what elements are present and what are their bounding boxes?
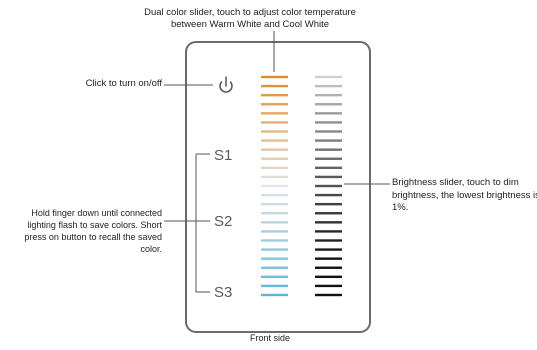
brightness-slider-segment[interactable] (315, 175, 342, 179)
color-slider-segment[interactable] (261, 148, 288, 151)
brightness-slider-caption: Brightness slider, touch to dim brightne… (392, 177, 537, 213)
brightness-slider-segment[interactable] (315, 121, 342, 124)
brightness-slider-segment[interactable] (315, 266, 342, 269)
brightness-slider-segment[interactable] (315, 130, 342, 133)
color-slider-segment[interactable] (261, 84, 288, 88)
color-slider-segment[interactable] (261, 239, 288, 242)
scene-bracket (195, 153, 210, 293)
color-slider-segment[interactable] (261, 230, 288, 233)
color-slider-segment[interactable] (261, 284, 288, 288)
brightness-slider-segment[interactable] (315, 93, 342, 97)
brightness-slider-segment[interactable] (315, 284, 342, 288)
brightness-slider-segment[interactable] (315, 293, 342, 297)
color-slider-segment[interactable] (261, 121, 288, 124)
color-slider-segment[interactable] (261, 266, 288, 269)
color-slider-segment[interactable] (261, 157, 288, 160)
brightness-slider-segment[interactable] (315, 230, 342, 233)
brightness-slider-segment[interactable] (315, 184, 342, 188)
brightness-slider-segment[interactable] (315, 84, 342, 88)
color-slider-segment[interactable] (261, 139, 288, 142)
brightness-slider-segment[interactable] (315, 257, 342, 260)
onoff-caption: Click to turn on/off (85, 78, 162, 89)
color-slider-segment[interactable] (261, 221, 288, 224)
brightness-slider-segment[interactable] (315, 212, 342, 215)
color-slider-segment[interactable] (261, 75, 288, 79)
color-slider-segment[interactable] (261, 103, 288, 106)
brightness-slider-segment[interactable] (315, 239, 342, 242)
brightness-slider-segment[interactable] (315, 148, 342, 151)
brightness-slider-segment[interactable] (315, 75, 342, 79)
color-slider-segment[interactable] (261, 212, 288, 215)
power-icon (219, 76, 233, 93)
save-recall-caption: Hold finger down until connected lightin… (24, 208, 162, 254)
color-slider-segment[interactable] (261, 184, 288, 188)
color-slider-segment[interactable] (261, 257, 288, 260)
brightness-slider-segment[interactable] (315, 112, 342, 115)
color-slider-segment[interactable] (261, 275, 288, 279)
brightness-slider (315, 75, 342, 297)
color-temperature-slider (261, 75, 288, 297)
color-slider-segment[interactable] (261, 202, 288, 206)
brightness-slider-segment[interactable] (315, 221, 342, 224)
color-slider-segment[interactable] (261, 293, 288, 297)
color-slider-segment[interactable] (261, 166, 288, 170)
brightness-slider-segment[interactable] (315, 166, 342, 170)
color-slider-segment[interactable] (261, 248, 288, 251)
brightness-slider-segment[interactable] (315, 202, 342, 206)
brightness-slider-segment[interactable] (315, 275, 342, 279)
color-slider-segment[interactable] (261, 112, 288, 115)
scene-button-s2[interactable]: S2 (214, 213, 233, 230)
scene-button-s1[interactable]: S1 (214, 147, 233, 164)
brightness-slider-segment[interactable] (315, 157, 342, 160)
scene-button-s3[interactable]: S3 (214, 284, 233, 301)
color-slider-caption: Dual color slider, touch to adjust color… (144, 7, 356, 30)
brightness-slider-segment[interactable] (315, 248, 342, 251)
color-slider-segment[interactable] (261, 193, 288, 197)
color-slider-segment[interactable] (261, 130, 288, 133)
brightness-slider-segment[interactable] (315, 139, 342, 142)
color-slider-segment[interactable] (261, 175, 288, 179)
front-side-caption: Front side (249, 333, 291, 343)
brightness-slider-segment[interactable] (315, 193, 342, 197)
brightness-slider-segment[interactable] (315, 103, 342, 106)
color-slider-segment[interactable] (261, 93, 288, 97)
